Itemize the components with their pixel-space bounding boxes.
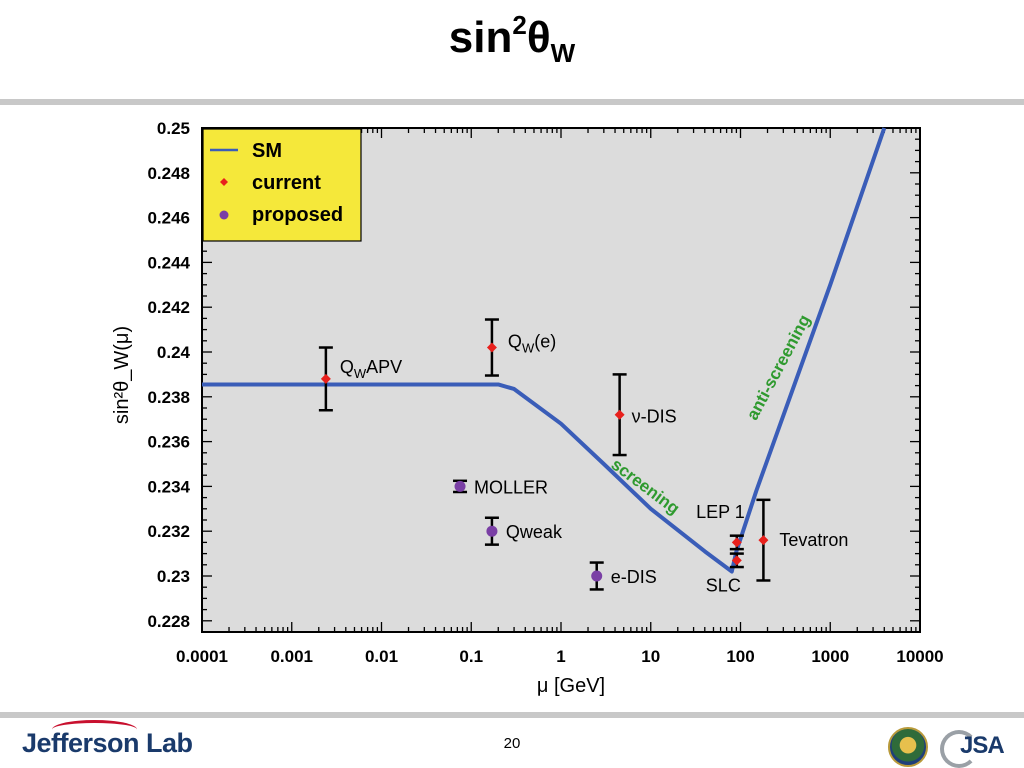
label-q: Q	[340, 357, 354, 377]
data-point-label: QWAPV	[340, 357, 402, 381]
data-point-current	[731, 555, 742, 566]
y-tick-label: 0.24	[157, 343, 191, 362]
footer-divider	[0, 712, 1024, 718]
sm-curve-line	[202, 127, 887, 574]
label-suffix: (e)	[534, 332, 556, 352]
data-point-label: Qweak	[506, 522, 563, 542]
data-point-proposed	[486, 525, 498, 537]
data-point-label: MOLLER	[474, 477, 548, 497]
x-tick-label: 0.01	[365, 647, 398, 666]
data-point-current	[614, 409, 625, 420]
data-point-current	[320, 373, 331, 384]
x-tick-label: 0.1	[459, 647, 483, 666]
legend-label: SM	[252, 140, 282, 162]
y-tick-label: 0.23	[157, 567, 190, 586]
y-tick-label: 0.232	[147, 522, 190, 541]
data-point-label: SLC	[706, 576, 741, 596]
x-tick-label: 100	[726, 647, 754, 666]
y-tick-label: 0.242	[147, 298, 190, 317]
x-axis-label: μ [GeV]	[537, 675, 605, 697]
slide-title-theta: θ	[526, 13, 551, 62]
y-tick-label: 0.248	[147, 164, 190, 183]
label-q: Q	[508, 332, 522, 352]
y-tick-label: 0.236	[147, 433, 190, 452]
jsa-logo-text: JSA	[960, 732, 1005, 759]
data-point-label: ν-DIS	[632, 407, 677, 427]
x-tick-label: 1000	[811, 647, 849, 666]
label-w-subscript: W	[522, 341, 535, 356]
y-tick-label: 0.246	[147, 209, 190, 228]
jsa-logo: JSA	[940, 728, 1005, 768]
slide-title: sin2θW	[0, 10, 1024, 69]
data-point-proposed	[454, 480, 466, 492]
logo-swoosh-icon	[52, 720, 137, 739]
y-tick-label: 0.25	[157, 119, 190, 138]
legend-dot-marker	[219, 210, 229, 220]
y-tick-label: 0.234	[147, 477, 190, 496]
data-point-label: QW(e)	[508, 332, 556, 356]
legend-label: current	[252, 172, 321, 194]
data-point-label: e-DIS	[611, 567, 657, 587]
slide-title-main: sin	[448, 13, 513, 62]
header-divider	[0, 99, 1024, 105]
slide-title-subscript: W	[550, 38, 576, 68]
y-tick-label: 0.228	[147, 612, 190, 631]
legend-box	[202, 128, 362, 242]
x-tick-label: 1	[556, 647, 565, 666]
data-point-proposed	[591, 570, 603, 582]
legend: SM current proposed	[202, 128, 362, 242]
data-point-current	[486, 342, 497, 353]
x-tick-label: 0.001	[270, 647, 313, 666]
data-point-current	[758, 535, 769, 546]
data-point-current	[731, 537, 742, 548]
data-point-label: LEP 1	[696, 502, 745, 522]
y-axis-label: sin²θ_W(μ)	[111, 326, 133, 424]
x-tick-label: 10	[641, 647, 660, 666]
doe-seal-icon	[888, 727, 928, 767]
x-tick-label: 10000	[896, 647, 943, 666]
label-w-subscript: W	[354, 366, 367, 381]
legend-diamond-marker	[220, 178, 228, 186]
page-number: 20	[503, 735, 521, 752]
legend-label: proposed	[252, 204, 343, 226]
label-suffix: APV	[366, 357, 402, 377]
data-point-label: Tevatron	[779, 530, 848, 550]
jsa-circle-icon	[940, 730, 978, 768]
slide-title-superscript: 2	[512, 10, 527, 40]
y-tick-label: 0.244	[147, 253, 190, 272]
jefferson-lab-logo: Jefferson Lab	[22, 720, 193, 759]
x-tick-label: 0.0001	[176, 647, 228, 666]
y-tick-label: 0.238	[147, 388, 190, 407]
